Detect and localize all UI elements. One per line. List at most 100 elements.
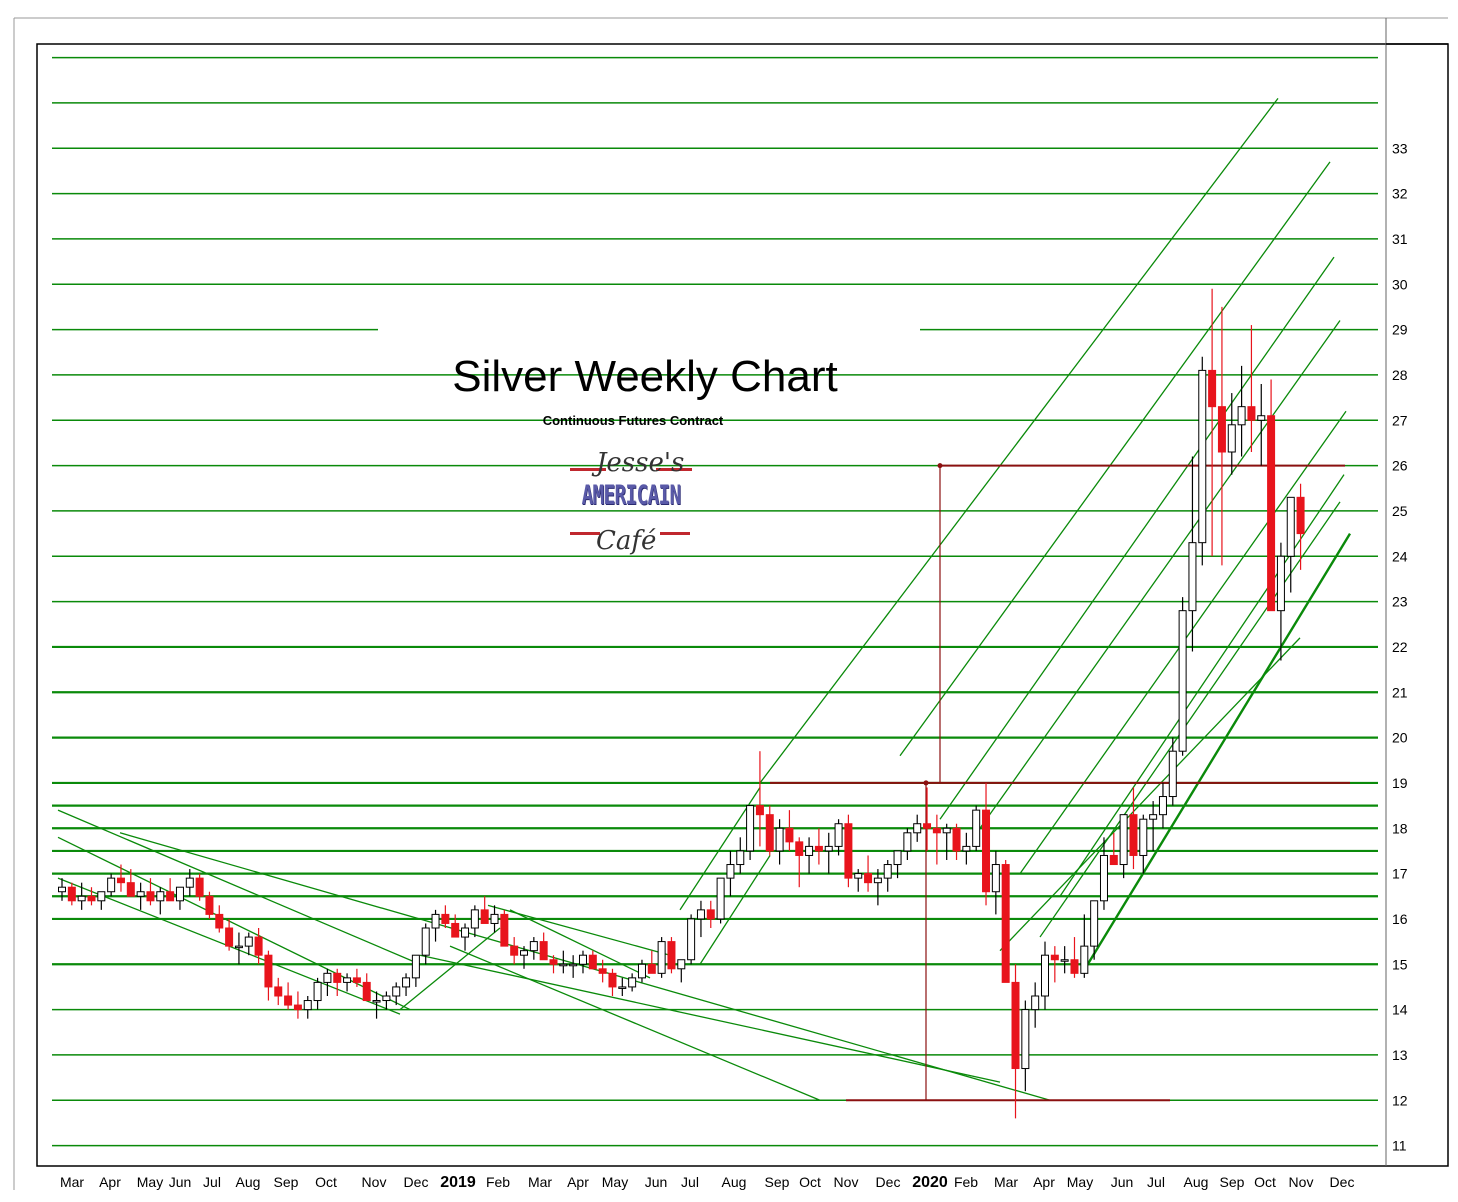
weekly-candle (903, 828, 912, 860)
x-tick-label: Feb (954, 1174, 978, 1190)
candle-body (1257, 415, 1266, 421)
candle-body (814, 845, 823, 852)
weekly-candle (991, 850, 1000, 915)
candle-body (175, 886, 184, 902)
candle-body (352, 977, 361, 983)
candle-body (962, 845, 971, 852)
y-tick-label: 17 (1392, 866, 1408, 882)
y-tick-label: 26 (1392, 458, 1408, 474)
weekly-candle (1041, 941, 1049, 1010)
weekly-candle (736, 837, 745, 874)
weekly-candle (67, 882, 76, 906)
channel-line (449, 945, 821, 1101)
candle-body (795, 841, 804, 856)
candle-body (195, 877, 204, 897)
weekly-candle (1168, 737, 1177, 806)
weekly-candle (972, 805, 981, 851)
candle-body (1296, 496, 1305, 535)
weekly-candle (893, 850, 902, 879)
x-tick-label: May (137, 1174, 163, 1190)
weekly-candle (116, 864, 125, 892)
candle-body (1168, 750, 1177, 798)
y-tick-label: 33 (1392, 140, 1408, 156)
weekly-candle (1021, 1000, 1030, 1092)
candle-body (1129, 814, 1138, 856)
weekly-candle (156, 887, 165, 915)
weekly-candle (785, 810, 794, 851)
channel-line (119, 832, 1051, 1101)
candle-body (185, 877, 194, 888)
weekly-candle (618, 977, 627, 996)
candle-body (677, 959, 686, 970)
weekly-candle (441, 905, 450, 928)
chart-title: Silver Weekly Chart (452, 352, 838, 401)
weekly-candle (598, 959, 607, 983)
candle-body (1011, 981, 1020, 1070)
x-tick-label: Oct (1254, 1174, 1276, 1190)
chart-subtitle: Continuous Futures Contract (542, 413, 724, 428)
x-tick-label: Mar (60, 1174, 84, 1190)
weekly-candle (1060, 946, 1069, 974)
channel-line (1059, 474, 1345, 897)
candle-body (647, 963, 656, 974)
candle-body (1178, 610, 1187, 752)
weekly-candle (628, 973, 637, 992)
weekly-candle (824, 832, 833, 874)
x-tick-label: Sep (1220, 1174, 1245, 1190)
y-tick-label: 24 (1392, 548, 1408, 564)
weekly-candle (834, 819, 843, 856)
candle-body (1276, 555, 1285, 612)
channel-line (759, 98, 1279, 784)
candle-body (765, 814, 774, 852)
candle-body (755, 805, 764, 816)
candle-body (431, 913, 440, 929)
candle-body (1208, 369, 1217, 408)
x-tick-label: Apr (99, 1174, 121, 1190)
candle-body (1041, 954, 1049, 997)
candle-body (775, 827, 784, 852)
candle-body (1286, 496, 1295, 557)
y-tick-label: 27 (1392, 412, 1408, 428)
weekly-candle (500, 909, 509, 947)
candle-body (67, 886, 76, 902)
candle-body (569, 963, 578, 967)
candle-body (785, 827, 794, 843)
x-tick-label: Aug (236, 1174, 261, 1190)
weekly-candle (1267, 379, 1276, 612)
weekly-candle (1247, 325, 1256, 452)
candle-body (657, 941, 666, 974)
candle-body (972, 809, 981, 847)
candle-body (805, 845, 814, 856)
y-tick-label: 14 (1392, 1002, 1408, 1018)
weekly-candle (578, 950, 587, 974)
x-tick-label: Oct (799, 1174, 821, 1190)
candle-body (313, 981, 322, 1002)
weekly-candle (175, 886, 184, 910)
weekly-candle (952, 823, 961, 860)
weekly-candle (913, 814, 922, 842)
weekly-candle (755, 751, 764, 847)
weekly-candle (814, 828, 823, 865)
candle-body (500, 913, 509, 947)
weekly-candle (1129, 787, 1138, 870)
weekly-candle (97, 891, 106, 910)
candle-body (687, 918, 696, 961)
candle-body (588, 954, 597, 970)
candle-body (1217, 406, 1226, 453)
candle-body (1139, 818, 1148, 856)
jesses-americain-cafe-logo: Jesse's AMERICAIN Café (556, 448, 706, 566)
candle-body (97, 891, 106, 902)
candle-body (873, 877, 882, 884)
x-tick-label: Jul (203, 1174, 221, 1190)
x-tick-label: Apr (1033, 1174, 1055, 1190)
y-tick-label: 22 (1392, 639, 1408, 655)
weekly-candle (1139, 814, 1148, 874)
weekly-candle (726, 850, 735, 897)
candle-body (932, 827, 941, 834)
weekly-candle (677, 959, 686, 983)
weekly-candle (696, 900, 705, 938)
x-tick-label: Dec (404, 1174, 429, 1190)
weekly-candle (1011, 964, 1020, 1119)
x-tick-label: Apr (567, 1174, 589, 1190)
